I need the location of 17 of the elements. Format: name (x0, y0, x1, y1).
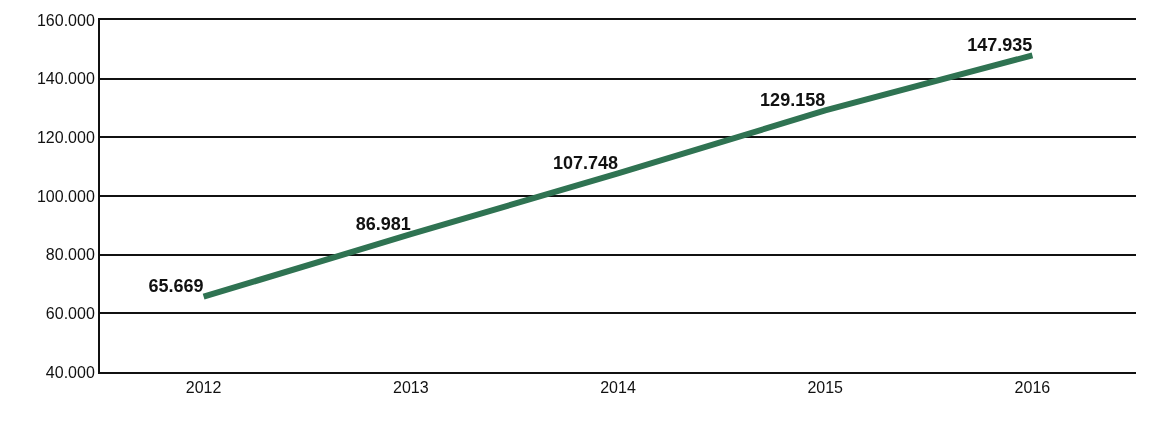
x-tick-label: 2013 (393, 379, 429, 397)
y-tick-label: 40.000 (45, 363, 95, 381)
x-tick-label: 2012 (185, 379, 222, 397)
y-tick-label: 100.000 (36, 187, 95, 205)
y-tick-label: 120.000 (36, 128, 95, 146)
x-tick-label: 2015 (807, 379, 844, 397)
y-tick-label: 160.000 (36, 11, 95, 29)
data-label: 147.935 (967, 34, 1033, 55)
data-label: 129.158 (760, 89, 826, 110)
data-label: 107.748 (552, 152, 618, 173)
data-label: 65.669 (148, 276, 204, 297)
data-label: 86.981 (355, 213, 411, 234)
y-tick-label: 80.000 (45, 246, 95, 264)
y-tick-label: 140.000 (36, 70, 95, 88)
x-tick-label: 2016 (1014, 379, 1051, 397)
x-tick-label: 2014 (600, 379, 636, 397)
y-tick-label: 60.000 (45, 304, 95, 322)
